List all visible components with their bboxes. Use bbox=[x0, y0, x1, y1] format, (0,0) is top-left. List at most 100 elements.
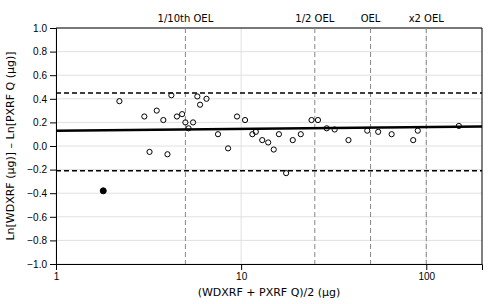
vertical-line bbox=[314, 28, 315, 264]
tick-mark bbox=[50, 170, 56, 171]
tick: 0.4 bbox=[33, 94, 56, 105]
open-point bbox=[215, 132, 220, 137]
limit-line bbox=[56, 170, 482, 172]
tick-mark bbox=[50, 240, 56, 241]
tick-label: −0.8 bbox=[27, 235, 47, 246]
grid-line-y bbox=[56, 28, 482, 29]
limit-line bbox=[56, 92, 482, 94]
open-point bbox=[195, 94, 200, 99]
y-axis-title: Ln[WDXRF (µg)] – Ln[PXRF Q (µg)] bbox=[4, 51, 17, 240]
open-point bbox=[183, 120, 188, 125]
open-point bbox=[260, 138, 265, 143]
tick: −0.6 bbox=[27, 212, 56, 223]
regression-line bbox=[56, 127, 482, 131]
annotation: OEL bbox=[361, 13, 381, 24]
axis-line bbox=[50, 29, 57, 265]
tick-label: −1.0 bbox=[27, 259, 47, 270]
tick: 0.8 bbox=[33, 46, 56, 57]
tick-label: −0.4 bbox=[27, 188, 47, 199]
tick: 1.0 bbox=[33, 23, 56, 34]
open-point bbox=[276, 132, 281, 137]
tick-label: 0.2 bbox=[33, 117, 47, 128]
tick: 10 bbox=[236, 264, 248, 282]
tick: −0.2 bbox=[27, 164, 56, 175]
open-point bbox=[190, 120, 195, 125]
grid-line-y bbox=[56, 75, 482, 76]
tick-mark bbox=[50, 193, 56, 194]
tick: 0.0 bbox=[33, 141, 56, 152]
tick: 0.2 bbox=[33, 117, 56, 128]
tick: 100 bbox=[418, 264, 435, 282]
open-point bbox=[225, 146, 230, 151]
open-point bbox=[415, 128, 420, 133]
tick-mark bbox=[50, 217, 56, 218]
open-point bbox=[180, 112, 185, 117]
tick-label: 100 bbox=[418, 271, 435, 282]
open-point bbox=[142, 114, 147, 119]
plot: 1 10 100 −1.0 −0.8 −0.6 −0.4 −0.2 0.0 0.2 0.4 0.6 0.… bbox=[4, 13, 483, 299]
tick-label: 0.8 bbox=[33, 46, 47, 57]
tick-mark bbox=[50, 146, 56, 147]
annotation: x2 OEL bbox=[409, 13, 445, 24]
chart: 1 10 100 −1.0 −0.8 −0.6 −0.4 −0.2 0.0 0.2 0.4 0.6 0.… bbox=[0, 0, 500, 304]
open-point bbox=[165, 152, 170, 157]
tick-mark bbox=[50, 75, 56, 76]
frame bbox=[482, 28, 483, 264]
tick-mark bbox=[50, 122, 56, 123]
grid-line-y bbox=[56, 216, 482, 217]
open-point bbox=[411, 138, 416, 143]
tick-mark bbox=[426, 264, 427, 270]
open-point bbox=[174, 114, 179, 119]
open-point bbox=[298, 132, 303, 137]
tick-mark bbox=[241, 264, 242, 270]
open-point bbox=[271, 147, 276, 152]
tick: −0.4 bbox=[27, 188, 56, 199]
axis-line bbox=[57, 265, 483, 271]
open-point bbox=[346, 138, 351, 143]
open-point bbox=[376, 129, 381, 134]
tick: −0.8 bbox=[27, 235, 56, 246]
tick-label: 0.4 bbox=[33, 94, 47, 105]
tick-label: 1.0 bbox=[33, 23, 47, 34]
open-point bbox=[389, 132, 394, 137]
open-point bbox=[147, 149, 152, 154]
tick-mark bbox=[50, 28, 56, 29]
tick-mark bbox=[50, 99, 56, 100]
grid-line-y bbox=[56, 193, 482, 194]
open-point bbox=[161, 117, 166, 122]
open-point bbox=[315, 117, 320, 122]
open-point bbox=[266, 140, 271, 145]
tick: −1.0 bbox=[27, 259, 56, 270]
open-point bbox=[169, 93, 174, 98]
open-point bbox=[309, 117, 314, 122]
open-point bbox=[242, 117, 247, 122]
tick-mark bbox=[50, 264, 56, 265]
open-point bbox=[117, 99, 122, 104]
tick: 0.6 bbox=[33, 70, 56, 81]
grid-line-y bbox=[56, 146, 482, 147]
open-point bbox=[204, 96, 209, 101]
open-point bbox=[197, 102, 202, 107]
data-layer bbox=[56, 28, 482, 264]
vertical-line bbox=[185, 28, 186, 264]
open-point bbox=[290, 138, 295, 143]
tick-label: −0.6 bbox=[27, 212, 47, 223]
open-point bbox=[253, 129, 258, 134]
tick-label: −0.2 bbox=[27, 164, 47, 175]
frame bbox=[56, 28, 482, 29]
grid-line-y bbox=[56, 122, 482, 123]
open-point bbox=[284, 171, 289, 176]
tick-label: 0.0 bbox=[33, 141, 47, 152]
grid-line-y bbox=[56, 169, 482, 170]
tick: 1 bbox=[54, 264, 60, 282]
open-point bbox=[154, 108, 159, 113]
filled-point bbox=[100, 188, 106, 194]
tick-label: 0.6 bbox=[33, 70, 47, 81]
vertical-line bbox=[370, 28, 371, 264]
tick-mark bbox=[50, 52, 56, 53]
open-point bbox=[234, 114, 239, 119]
tick-label: 10 bbox=[236, 271, 248, 282]
tick-label: 1 bbox=[54, 271, 60, 282]
x-axis: 1 10 100 bbox=[54, 264, 483, 282]
x-axis-title: (WDXRF + PXRF Q)/2 (µg) bbox=[198, 286, 341, 299]
